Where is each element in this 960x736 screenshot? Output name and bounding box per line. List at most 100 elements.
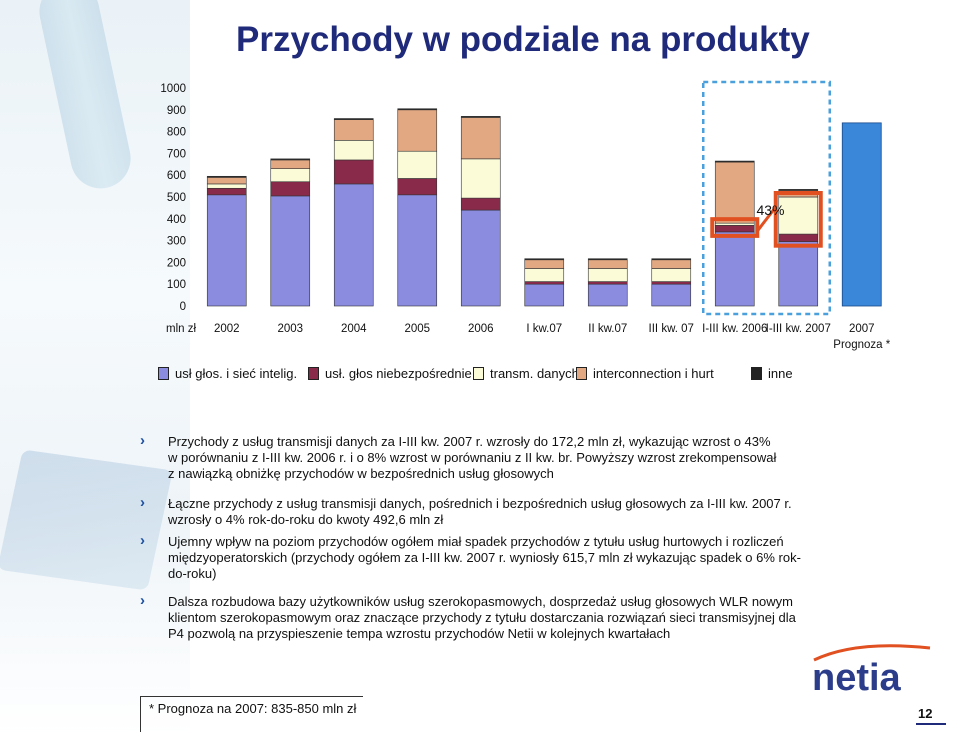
bar-segment — [651, 259, 692, 269]
x-tick-label: 2005 — [404, 323, 430, 335]
bar-segment — [587, 281, 628, 285]
page-number-underline — [916, 723, 946, 725]
bar-segment — [778, 196, 819, 235]
chevron-right-icon: › — [140, 532, 145, 549]
x-tick-label: I-III kw. 2006 — [702, 323, 767, 335]
bar-segment — [397, 108, 438, 111]
bullet-text: Przychody z usług transmisji danych za I… — [168, 434, 908, 482]
y-tick-label: 600 — [167, 170, 186, 182]
bar-segment — [460, 117, 501, 160]
x-axis: mln zł 2002 2003 2004 2005 2006 I kw.07 II kw.0… — [166, 323, 891, 351]
bar-segment — [333, 119, 374, 141]
bar-segment — [524, 281, 565, 285]
bar-segment — [778, 241, 819, 307]
y-tick-label: 900 — [167, 105, 186, 117]
bar-segment — [714, 160, 755, 163]
bullet-line: Łączne przychody z usług transmisji dany… — [168, 496, 792, 511]
bar-segment — [397, 194, 438, 307]
chart-highlights: 43% — [702, 80, 831, 316]
forecast-note: Prognoza * — [833, 339, 890, 351]
bullet-line: w porównaniu z I-III kw. 2006 r. i o 8% … — [168, 450, 777, 465]
y-tick-label: 1000 — [160, 83, 186, 95]
highlight-dashed-box — [702, 80, 831, 316]
x-tick-label: 2007 — [849, 323, 875, 335]
bullet-line: P4 pozwolą na przyspieszenie tempa wzros… — [168, 626, 671, 641]
x-tick-label: 2003 — [277, 323, 303, 335]
y-tick-label: 100 — [167, 279, 186, 291]
bar-segment — [524, 268, 565, 282]
bullet-line: Dalsza rozbudowa bazy użytkowników usług… — [168, 594, 794, 609]
bar-segment — [714, 222, 755, 226]
y-axis: 0 100 200 300 400 500 600 700 800 900 1000 — [160, 83, 186, 313]
netia-logo: netia — [812, 644, 931, 698]
bar-segment — [206, 187, 247, 196]
bar-segment — [651, 258, 692, 261]
legend-swatch — [751, 367, 762, 380]
y-tick-label: 300 — [167, 236, 186, 248]
y-tick-label: 200 — [167, 257, 186, 269]
y-tick-label: 400 — [167, 214, 186, 226]
bar-segment — [714, 225, 755, 233]
chevron-right-icon: › — [140, 432, 145, 449]
growth-annotation: 43% — [756, 202, 784, 218]
bullet-line: międzyoperatorskich (przychody ogółem za… — [168, 550, 801, 565]
x-tick-label: III kw. 07 — [649, 323, 694, 335]
x-tick-label: I kw.07 — [526, 323, 562, 335]
bar-segment — [397, 150, 438, 179]
bullet-text: Ujemny wpływ na poziom przychodów ogółem… — [168, 534, 908, 582]
bar-segment — [270, 159, 311, 169]
highlight-box-2006 — [710, 217, 760, 238]
bar-segment — [460, 209, 501, 307]
page-number: 12 — [918, 706, 933, 721]
highlight-box-2007 — [773, 191, 823, 248]
legend-item: inne — [751, 366, 793, 381]
bar-segment — [587, 258, 628, 261]
bullet-text: Łączne przychody z usług transmisji dany… — [168, 496, 908, 528]
logo-swoosh — [813, 644, 931, 662]
keyboard-image — [0, 449, 173, 591]
chevron-right-icon: › — [140, 494, 145, 511]
footnote: * Prognoza na 2007: 835-850 mln zł — [149, 701, 357, 716]
legend-swatch — [473, 367, 484, 380]
y-tick-label: 800 — [167, 127, 186, 139]
bar-segment — [333, 159, 374, 185]
bullet-line: z nawiązką obniżkę przychodów w bezpośre… — [168, 466, 554, 481]
bullet-line: klientom szerokopasmowym oraz znaczące p… — [168, 610, 796, 625]
stacked-bar-chart: 0 100 200 300 400 500 600 700 800 900 1000 mln zł 2… — [160, 80, 891, 351]
bar-segment — [587, 283, 628, 307]
legend-label: usł głos. i sieć intelig. — [175, 366, 298, 381]
bar-segment — [206, 175, 247, 178]
bar-segment — [587, 259, 628, 269]
bar-segment — [206, 183, 247, 189]
legend-item: usł. głos niebezpośrednie — [308, 366, 472, 381]
chevron-right-icon: › — [140, 592, 145, 609]
legend-label: transm. danych — [490, 366, 579, 381]
x-tick-label: II kw.07 — [588, 323, 627, 335]
bar-segment — [524, 258, 565, 261]
bar-segment — [206, 194, 247, 307]
bar-segment — [460, 158, 501, 199]
legend-swatch — [308, 367, 319, 380]
legend-label: interconnection i hurt — [593, 366, 714, 381]
bar-segment — [397, 109, 438, 152]
chart-bars — [206, 108, 882, 307]
bar-segment — [524, 283, 565, 307]
bullet-line: wzrosły o 4% rok-do-roku do kwoty 492,6 … — [168, 512, 444, 527]
legend-item: interconnection i hurt — [576, 366, 714, 381]
y-tick-label: 500 — [167, 192, 186, 204]
bar-segment — [270, 181, 311, 197]
legend-swatch — [158, 367, 169, 380]
bar-segment — [460, 197, 501, 211]
legend-label: inne — [768, 366, 793, 381]
bar-segment — [714, 161, 755, 224]
x-tick-label: I-III kw. 2007 — [766, 323, 831, 335]
bar-segment — [270, 158, 311, 161]
bar-segment — [333, 118, 374, 120]
unit-label: mln zł — [166, 323, 196, 335]
y-tick-label: 0 — [180, 301, 186, 313]
bar-segment — [778, 189, 819, 191]
x-tick-label: 2002 — [214, 323, 240, 335]
highlight-arrow — [756, 206, 777, 233]
bar-segment — [587, 268, 628, 282]
page-title: Przychody w podziale na produkty — [236, 20, 810, 59]
